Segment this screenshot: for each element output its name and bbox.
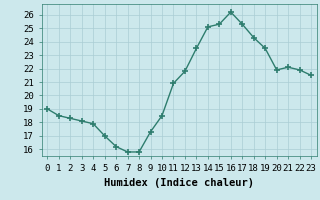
X-axis label: Humidex (Indice chaleur): Humidex (Indice chaleur) xyxy=(104,178,254,188)
